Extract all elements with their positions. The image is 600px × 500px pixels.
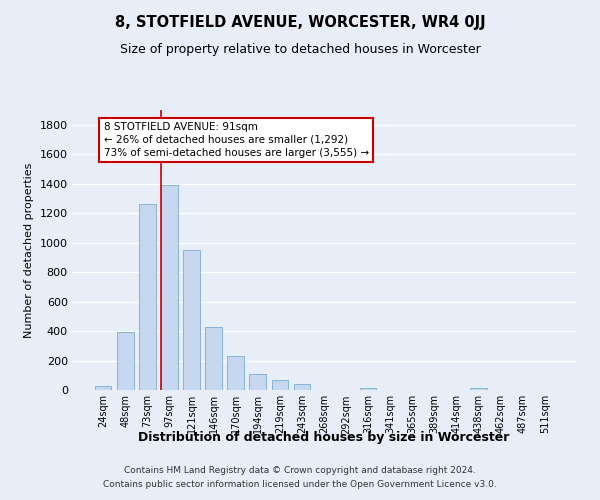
Text: Size of property relative to detached houses in Worcester: Size of property relative to detached ho…: [119, 42, 481, 56]
Bar: [139, 204, 155, 390]
Bar: [117, 332, 134, 390]
Y-axis label: Number of detached properties: Number of detached properties: [24, 162, 34, 338]
Bar: [227, 356, 244, 390]
Bar: [272, 380, 288, 390]
Text: 8 STOTFIELD AVENUE: 91sqm
← 26% of detached houses are smaller (1,292)
73% of se: 8 STOTFIELD AVENUE: 91sqm ← 26% of detac…: [104, 122, 369, 158]
Bar: [183, 250, 200, 390]
Bar: [293, 384, 310, 390]
Text: Distribution of detached houses by size in Worcester: Distribution of detached houses by size …: [139, 431, 509, 444]
Bar: [161, 185, 178, 390]
Bar: [360, 388, 376, 390]
Bar: [205, 328, 222, 390]
Bar: [470, 388, 487, 390]
Bar: [250, 374, 266, 390]
Text: 8, STOTFIELD AVENUE, WORCESTER, WR4 0JJ: 8, STOTFIELD AVENUE, WORCESTER, WR4 0JJ: [115, 15, 485, 30]
Text: Contains HM Land Registry data © Crown copyright and database right 2024.
Contai: Contains HM Land Registry data © Crown c…: [103, 466, 497, 488]
Bar: [95, 386, 112, 390]
